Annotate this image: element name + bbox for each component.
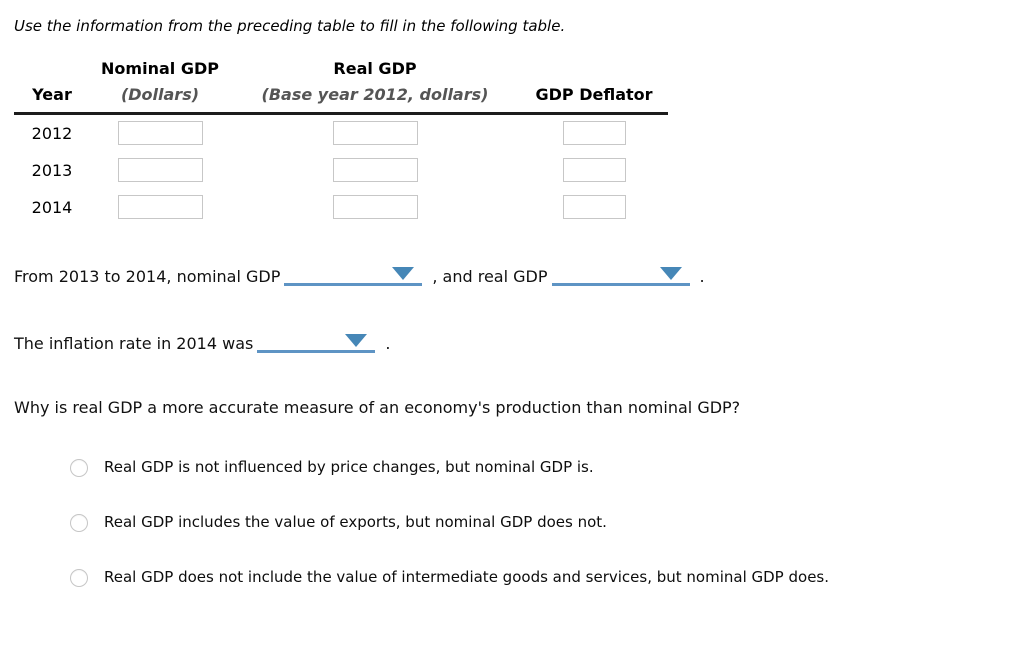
question-text: Why is real GDP a more accurate measure … [14,398,741,417]
col-subheader-dollars: (Dollars) [90,86,230,115]
col-header-gdp-deflator: GDP Deflator [520,86,668,115]
real-gdp-input-2013[interactable] [332,158,418,182]
real-gdp-input-2012[interactable] [332,121,418,145]
dropdown-arrow-icon [345,334,368,347]
empty-header-cell [14,60,90,86]
gdp-deflator-input-2012[interactable] [562,121,626,145]
radio-button-icon[interactable] [70,458,88,477]
sentence-text: From 2013 to 2014, nominal GDP [14,267,281,286]
table-row-2014: 2014 [14,189,668,226]
sentence-text: . [699,267,705,286]
year-label: 2013 [31,160,73,180]
table-row-2012: 2012 [14,114,668,153]
nominal-gdp-input-2014[interactable] [117,195,203,219]
answer-option-1[interactable]: Real GDP is not influenced by price chan… [14,458,1024,477]
gdp-table: Nominal GDP Real GDP Year (Dollars) (Bas… [14,60,668,226]
gdp-deflator-input-2014[interactable] [562,195,626,219]
table-subheader-row: Year (Dollars) (Base year 2012, dollars)… [14,86,668,115]
real-gdp-input-2014[interactable] [332,195,418,219]
col-header-year: Year [14,86,90,115]
table-group-header-row: Nominal GDP Real GDP [14,60,668,86]
nominal-gdp-change-dropdown[interactable] [284,267,423,286]
dropdown-arrow-icon [392,267,415,280]
sentence-text: The inflation rate in 2014 was [14,334,254,353]
fill-in-sentence-gdp-change: From 2013 to 2014, nominal GDP , and real… [14,266,1024,287]
year-label: 2014 [31,197,73,217]
col-header-real-gdp: Real GDP [333,59,417,78]
empty-header-cell [520,60,668,86]
sentence-text: , and real GDP [432,267,548,286]
gdp-deflator-input-2013[interactable] [562,158,626,182]
nominal-gdp-input-2013[interactable] [117,158,203,182]
col-header-nominal-gdp: Nominal GDP [101,59,219,78]
fill-in-sentence-inflation: The inflation rate in 2014 was. [14,333,1024,354]
option-label: Real GDP does not include the value of i… [104,568,830,586]
dropdown-arrow-icon [659,267,682,280]
option-label: Real GDP is not influenced by price chan… [104,458,594,476]
instruction-text: Use the information from the preceding t… [14,17,566,35]
real-gdp-change-dropdown[interactable] [551,267,690,286]
answer-option-3[interactable]: Real GDP does not include the value of i… [14,568,1024,587]
answer-option-2[interactable]: Real GDP includes the value of exports, … [14,513,1024,532]
col-subheader-base-year-dollars: (Base year 2012, dollars) [230,86,520,115]
inflation-rate-dropdown[interactable] [257,334,376,353]
nominal-gdp-input-2012[interactable] [117,121,203,145]
table-row-2013: 2013 [14,152,668,189]
question-page: Use the information from the preceding t… [14,17,1024,587]
sentence-text: . [385,334,391,353]
year-label: 2012 [31,123,73,143]
radio-button-icon[interactable] [70,513,88,532]
option-label: Real GDP includes the value of exports, … [104,513,607,531]
radio-button-icon[interactable] [70,568,88,587]
